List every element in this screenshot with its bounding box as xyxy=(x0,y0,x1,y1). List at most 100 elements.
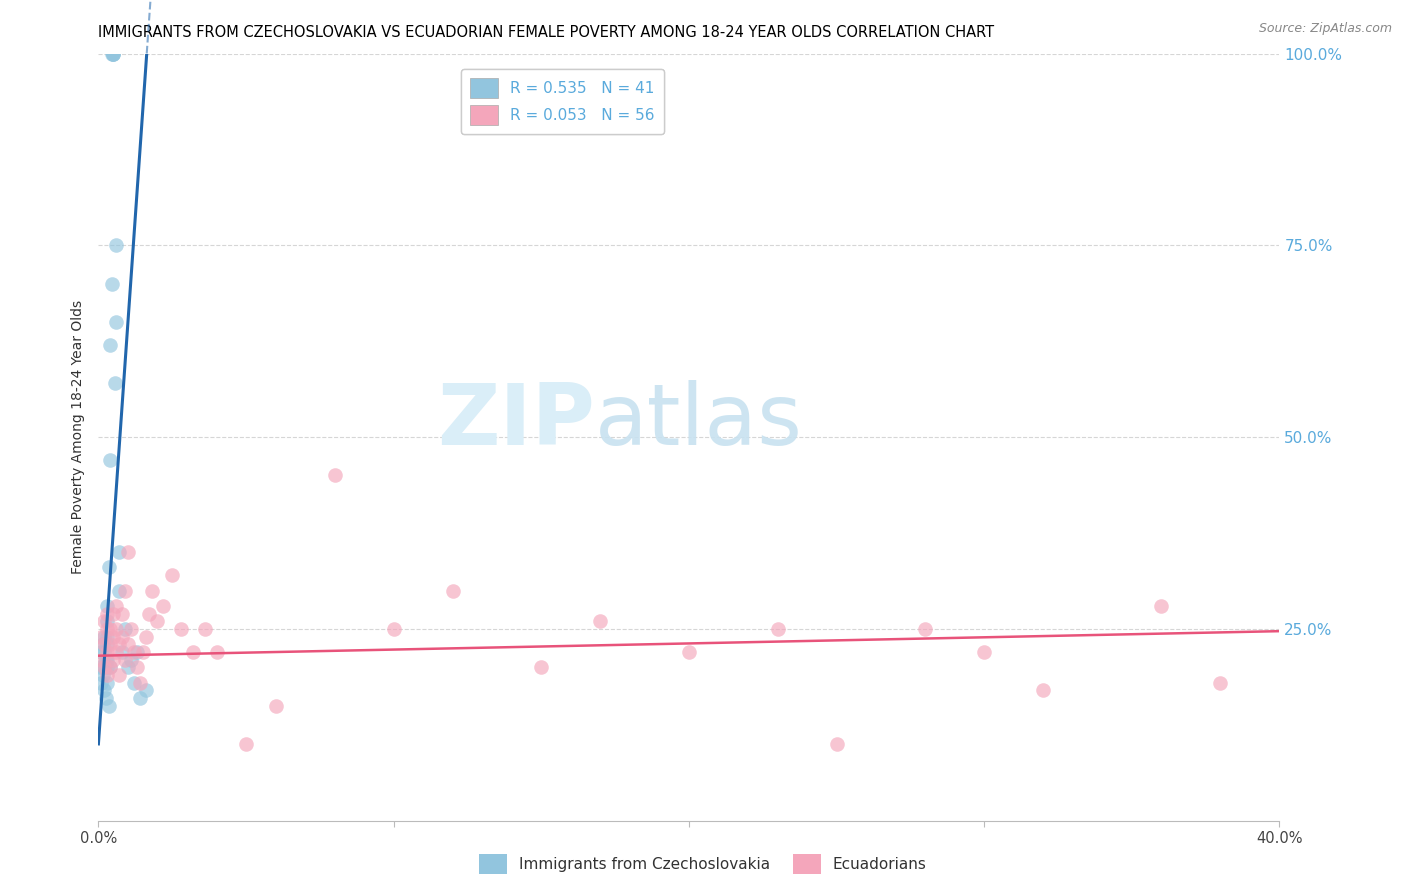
Point xyxy=(181,645,204,659)
Point xyxy=(194,622,217,636)
Text: atlas: atlas xyxy=(595,380,803,463)
Point xyxy=(96,630,118,644)
Point xyxy=(97,560,120,574)
Point xyxy=(117,545,139,559)
Point xyxy=(90,675,112,690)
Point xyxy=(766,622,789,636)
Text: Source: ZipAtlas.com: Source: ZipAtlas.com xyxy=(1258,22,1392,36)
Point xyxy=(128,690,150,705)
Point xyxy=(96,614,118,628)
Point xyxy=(117,637,139,651)
Point xyxy=(96,599,118,613)
Point xyxy=(98,338,121,352)
Point xyxy=(105,622,128,636)
Point xyxy=(530,660,553,674)
Point xyxy=(128,675,150,690)
Point xyxy=(825,737,848,751)
Point xyxy=(93,660,115,674)
Point xyxy=(1209,675,1232,690)
Point xyxy=(98,453,121,467)
Point xyxy=(589,614,612,628)
Point xyxy=(205,645,228,659)
Point xyxy=(678,645,700,659)
Point xyxy=(122,645,145,659)
Point xyxy=(93,614,115,628)
Point xyxy=(103,607,125,621)
Point xyxy=(120,622,142,636)
Point xyxy=(114,622,136,636)
Point xyxy=(98,660,121,674)
Point xyxy=(89,660,111,674)
Point xyxy=(111,630,134,644)
Point xyxy=(96,622,118,636)
Point xyxy=(90,630,112,644)
Point xyxy=(122,675,145,690)
Point xyxy=(111,645,134,659)
Point xyxy=(105,238,128,252)
Point xyxy=(111,607,134,621)
Point xyxy=(114,652,136,666)
Point xyxy=(100,46,122,61)
Point xyxy=(120,652,142,666)
Point xyxy=(94,690,117,705)
Legend: Immigrants from Czechoslovakia, Ecuadorians: Immigrants from Czechoslovakia, Ecuadori… xyxy=(474,848,932,880)
Point xyxy=(146,614,169,628)
Point xyxy=(382,622,405,636)
Point xyxy=(91,668,114,682)
Point xyxy=(96,637,118,651)
Point xyxy=(105,645,128,659)
Point xyxy=(105,599,128,613)
Point xyxy=(93,630,115,644)
Point xyxy=(93,683,115,698)
Point xyxy=(132,645,155,659)
Point xyxy=(135,683,157,698)
Point xyxy=(100,277,122,291)
Point xyxy=(91,637,114,651)
Point xyxy=(103,46,125,61)
Point xyxy=(94,652,117,666)
Point xyxy=(108,583,131,598)
Point xyxy=(103,652,125,666)
Point xyxy=(441,583,464,598)
Y-axis label: Female Poverty Among 18-24 Year Olds: Female Poverty Among 18-24 Year Olds xyxy=(72,300,86,574)
Point xyxy=(96,668,118,682)
Point xyxy=(96,645,118,659)
Point xyxy=(162,568,183,582)
Point xyxy=(93,645,115,659)
Point xyxy=(105,315,128,329)
Point xyxy=(90,645,112,659)
Point xyxy=(93,660,115,674)
Text: IMMIGRANTS FROM CZECHOSLOVAKIA VS ECUADORIAN FEMALE POVERTY AMONG 18-24 YEAR OLD: IMMIGRANTS FROM CZECHOSLOVAKIA VS ECUADO… xyxy=(98,25,994,40)
Point xyxy=(103,630,125,644)
Point xyxy=(114,583,136,598)
Point xyxy=(973,645,995,659)
Point xyxy=(1150,599,1173,613)
Point xyxy=(235,737,257,751)
Point xyxy=(96,675,118,690)
Point xyxy=(264,698,287,713)
Point xyxy=(98,660,121,674)
Point xyxy=(170,622,193,636)
Point xyxy=(96,660,118,674)
Point xyxy=(104,376,127,391)
Point xyxy=(141,583,163,598)
Point xyxy=(98,637,121,651)
Point xyxy=(125,645,148,659)
Point xyxy=(93,637,115,651)
Point xyxy=(1032,683,1054,698)
Legend: R = 0.535   N = 41, R = 0.053   N = 56: R = 0.535 N = 41, R = 0.053 N = 56 xyxy=(461,69,664,134)
Point xyxy=(108,545,131,559)
Point xyxy=(103,46,125,61)
Point xyxy=(90,652,112,666)
Point xyxy=(103,46,125,61)
Point xyxy=(323,468,346,483)
Point xyxy=(125,660,148,674)
Point xyxy=(98,622,121,636)
Text: ZIP: ZIP xyxy=(437,380,595,463)
Point xyxy=(152,599,174,613)
Point xyxy=(108,637,131,651)
Point xyxy=(117,660,139,674)
Point xyxy=(108,668,131,682)
Point xyxy=(96,607,118,621)
Point xyxy=(135,630,157,644)
